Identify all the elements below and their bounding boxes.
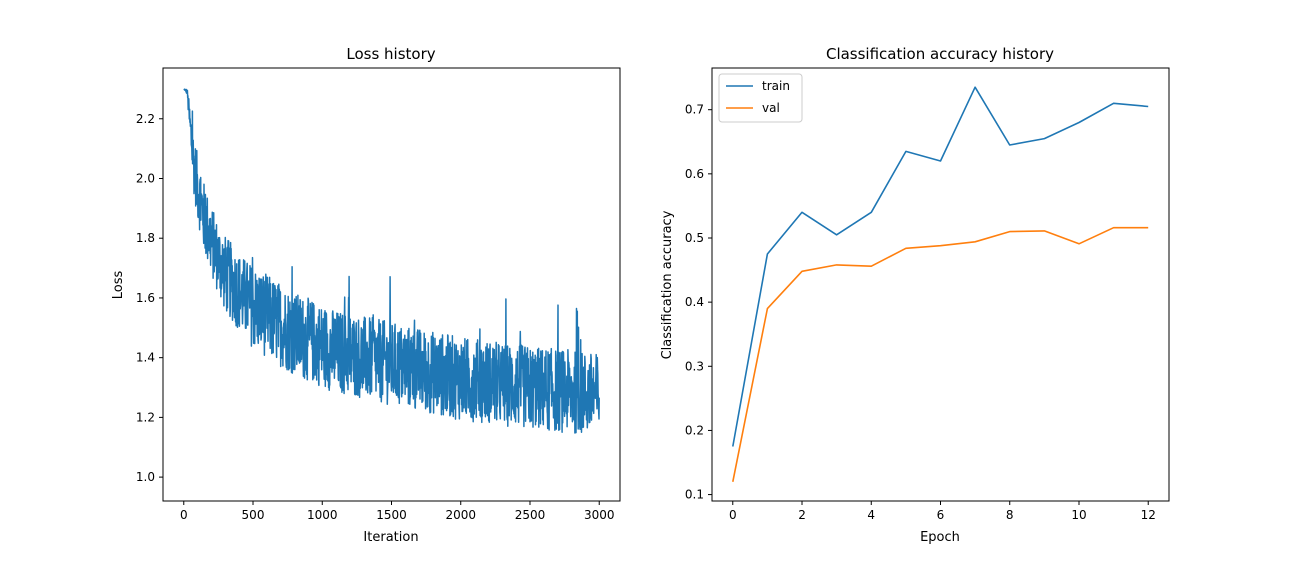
loss-x-tick-label: 2000 [445,508,476,522]
loss-history-plot: Loss history 0 500 1000 1500 2000 2500 3000 1.… [111,45,621,545]
accuracy-x-tick-label: 0 [729,508,737,522]
loss-x-axis-label: Iteration [363,530,418,545]
accuracy-y-tick-label: 0.7 [685,103,704,117]
accuracy-x-ticks: 0 2 4 6 8 10 12 [729,501,1156,522]
loss-plot-title: Loss history [346,45,435,63]
loss-y-tick-label: 1.4 [136,351,155,365]
accuracy-y-tick-label: 0.6 [685,167,704,181]
loss-y-tick-label: 1.0 [136,470,155,484]
accuracy-y-tick-label: 0.2 [685,423,704,437]
accuracy-series-line-train [732,86,1149,447]
loss-series-line [183,88,600,434]
loss-y-tick-label: 1.8 [136,231,155,245]
accuracy-x-tick-label: 2 [798,508,806,522]
loss-y-tick-label: 1.6 [136,291,155,305]
accuracy-y-axis-label: Classification accuracy [660,210,675,359]
loss-x-ticks: 0 500 1000 1500 2000 2500 3000 [180,501,615,522]
accuracy-plot-title: Classification accuracy history [826,45,1054,63]
loss-x-tick-label: 1500 [376,508,407,522]
accuracy-history-plot: Classification accuracy history 0 2 4 6 8 10 1… [660,45,1170,545]
accuracy-x-tick-label: 12 [1141,508,1156,522]
accuracy-x-tick-label: 8 [1006,508,1014,522]
accuracy-y-tick-label: 0.1 [685,488,704,502]
loss-y-tick-label: 2.0 [136,171,155,185]
loss-x-tick-label: 2500 [515,508,546,522]
loss-series-area [183,88,600,434]
loss-y-axis-label: Loss [111,271,126,300]
accuracy-y-tick-label: 0.3 [685,359,704,373]
loss-x-tick-label: 0 [180,508,188,522]
loss-y-tick-label: 2.2 [136,112,155,126]
accuracy-y-tick-label: 0.4 [685,295,704,309]
loss-x-tick-label: 3000 [584,508,615,522]
accuracy-x-tick-label: 4 [867,508,875,522]
loss-y-tick-label: 1.2 [136,410,155,424]
accuracy-x-tick-label: 6 [937,508,945,522]
accuracy-y-tick-label: 0.5 [685,231,704,245]
loss-y-ticks: 1.0 1.2 1.4 1.6 1.8 2.0 2.2 [136,112,163,484]
accuracy-x-axis-label: Epoch [920,530,960,545]
accuracy-legend: train val [718,73,803,123]
accuracy-x-tick-label: 10 [1071,508,1086,522]
loss-x-tick-label: 500 [242,508,265,522]
legend-label-train: train [762,79,790,93]
accuracy-series-area [732,86,1149,482]
loss-x-tick-label: 1000 [307,508,338,522]
legend-label-val: val [762,101,780,115]
accuracy-series-line-val [732,226,1149,482]
accuracy-y-ticks: 0.1 0.2 0.3 0.4 0.5 0.6 0.7 [685,103,712,502]
